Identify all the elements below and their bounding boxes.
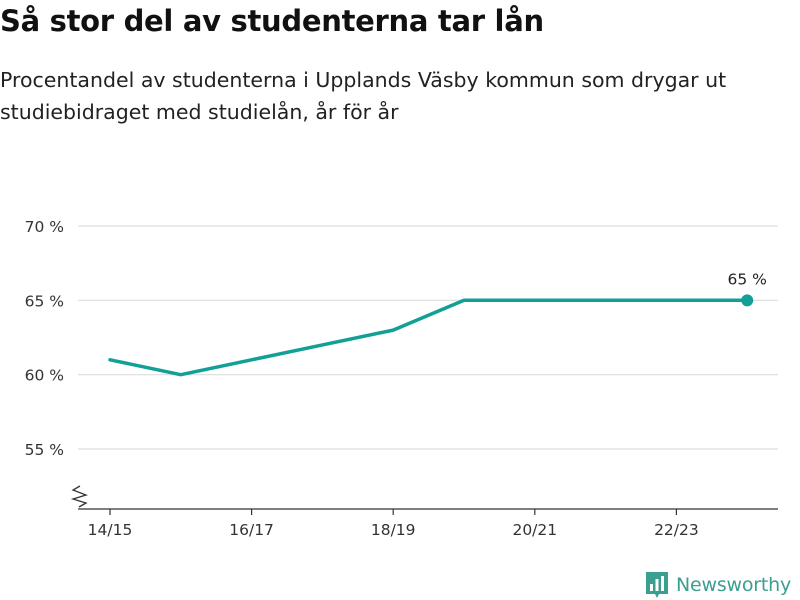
data-label-end: 65 % — [728, 270, 767, 288]
data-point-end — [741, 294, 754, 307]
y-axis-break-icon — [70, 485, 88, 508]
chart-subtitle: Procentandel av studenterna i Upplands V… — [0, 68, 727, 124]
brand-logo: Newsworthy — [644, 570, 791, 600]
y-tick-label: 70 % — [25, 218, 64, 236]
x-tick-label: 20/21 — [512, 521, 557, 539]
chart-title: Så stor del av studenterna tar lån — [0, 4, 544, 38]
y-tick-label: 60 % — [25, 367, 64, 385]
x-tick-label: 18/19 — [371, 521, 416, 539]
y-tick-label: 55 % — [25, 441, 64, 459]
brand-name: Newsworthy — [676, 574, 792, 596]
bar-chart-logo-icon — [646, 572, 668, 598]
x-tick-label: 14/15 — [88, 521, 133, 539]
x-tick-label: 16/17 — [229, 521, 274, 539]
data-line — [108, 298, 749, 377]
x-tick-label: 22/23 — [654, 521, 699, 539]
y-tick-label: 65 % — [25, 292, 64, 310]
